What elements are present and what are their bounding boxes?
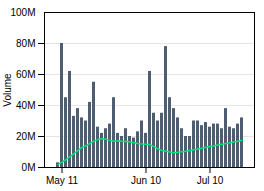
svg-text:Jul 10: Jul 10 — [197, 175, 224, 186]
svg-text:20M: 20M — [16, 131, 35, 142]
svg-text:80M: 80M — [16, 38, 35, 49]
svg-text:40M: 40M — [16, 100, 35, 111]
svg-text:Jun 10: Jun 10 — [131, 175, 161, 186]
svg-text:0M: 0M — [22, 162, 36, 173]
svg-text:Volume: Volume — [2, 73, 13, 107]
svg-text:May 11: May 11 — [46, 175, 78, 186]
svg-text:100M: 100M — [10, 7, 35, 18]
svg-text:60M: 60M — [16, 69, 35, 80]
